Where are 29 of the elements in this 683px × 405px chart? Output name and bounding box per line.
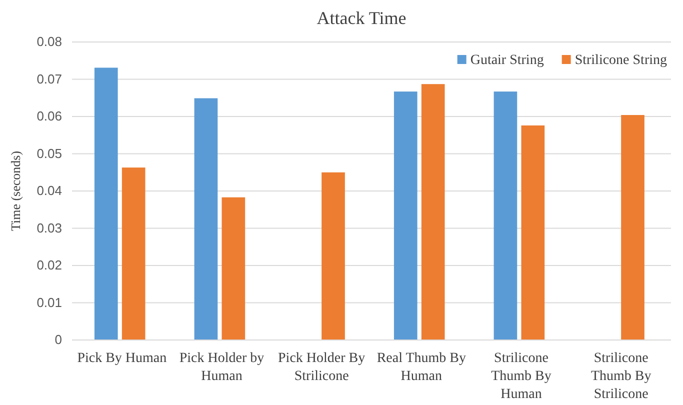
x-tick-label: Strilicone Thumb By Human [491, 351, 552, 402]
y-axis-title: Time (seconds) [8, 150, 23, 232]
legend-label: Strilicone String [574, 53, 667, 68]
bar [222, 197, 246, 340]
y-tick-label: 0.08 [36, 34, 62, 50]
y-tick-label: 0 [54, 332, 62, 348]
y-tick-label: 0.05 [36, 146, 62, 161]
bar [122, 168, 146, 340]
bar [494, 92, 518, 340]
bar [421, 84, 445, 340]
chart-title: Attack Time [316, 8, 406, 28]
y-tick-label: 0.03 [36, 220, 62, 236]
y-tick-label: 0.01 [36, 294, 62, 310]
bar [322, 172, 345, 340]
bar [521, 125, 545, 340]
y-tick-label: 0.04 [36, 183, 62, 198]
y-tick-label: 0.02 [36, 258, 62, 273]
x-tick-label: Pick Holder By Strilicone [278, 351, 366, 384]
y-tick-label: 0.06 [36, 108, 62, 124]
bar [94, 68, 118, 340]
x-tick-label: Real Thumb By Human [376, 351, 466, 384]
x-tick-label: Strilicone Thumb By Strilicone [590, 351, 652, 402]
x-tick-label: Pick By Human [77, 351, 167, 366]
bar [194, 98, 218, 340]
y-tick-label: 0.07 [36, 71, 62, 86]
bar [621, 115, 644, 340]
bar [394, 92, 418, 340]
legend-label: Gutair String [470, 53, 544, 68]
x-tick-label: Pick Holder by Human [179, 351, 264, 384]
